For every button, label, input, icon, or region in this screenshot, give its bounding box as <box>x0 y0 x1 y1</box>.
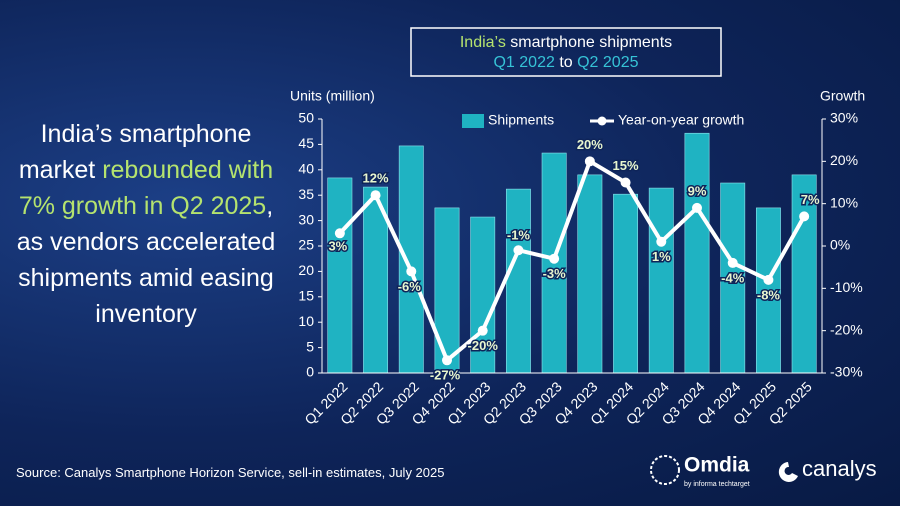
chart-title: Q1 2022 to Q2 2025 <box>493 54 638 71</box>
growth-point <box>656 236 667 247</box>
y2-tick-label: 30% <box>830 110 858 126</box>
source: Source: Canalys Smartphone Horizon Servi… <box>16 465 445 480</box>
data-label: 20% <box>577 137 603 152</box>
logo-text: canalys <box>802 456 877 481</box>
title-part: to <box>555 54 577 71</box>
y-tick-label: 35 <box>298 186 314 202</box>
y-tick-label: 15 <box>298 288 314 304</box>
y2-tick-label: -20% <box>830 321 863 337</box>
y-tick-label: 50 <box>298 110 314 126</box>
data-label: -6% <box>398 279 422 294</box>
headline: India’s smartphone market rebounded with… <box>12 116 280 332</box>
y2-tick-label: -30% <box>830 364 863 380</box>
bar <box>577 174 603 374</box>
data-label: -3% <box>543 266 567 281</box>
growth-point <box>370 190 381 201</box>
bar <box>505 188 531 374</box>
y2-tick-label: 20% <box>830 152 858 168</box>
bar <box>434 207 460 374</box>
y2-tick-label: 10% <box>830 194 858 210</box>
y-tick-label: 10 <box>298 313 314 329</box>
y-tick-label: 20 <box>298 262 314 278</box>
growth-point <box>513 245 524 256</box>
y-tick-label: 0 <box>306 364 314 380</box>
bar <box>720 182 746 374</box>
growth-point <box>763 274 774 285</box>
data-label: -8% <box>757 287 781 302</box>
bar <box>470 216 496 374</box>
title-part: India’s <box>460 34 506 51</box>
growth-point <box>406 266 417 277</box>
growth-point <box>549 253 560 264</box>
headline-part: , as vendors accelerated shipments amid … <box>16 192 276 328</box>
bar <box>398 145 424 374</box>
bar <box>755 207 781 374</box>
growth-point <box>727 257 738 268</box>
bar <box>791 174 817 374</box>
bar <box>327 177 353 374</box>
growth-point <box>584 156 595 167</box>
growth-line <box>338 158 806 364</box>
logo-text: Omdia <box>684 454 750 477</box>
growth-point <box>477 325 488 336</box>
y-axis-title: Units (million) <box>290 88 375 104</box>
y-tick-label: 25 <box>298 237 314 253</box>
data-label: 1% <box>652 249 671 264</box>
y2-tick-label: -10% <box>830 279 863 295</box>
growth-point <box>334 228 345 239</box>
y2-axis-title: Growth <box>820 88 865 104</box>
legend-label: Year-on-year growth <box>618 112 744 128</box>
y2-tick-label: 0% <box>830 237 850 253</box>
bar <box>363 186 389 374</box>
data-label: -27% <box>430 368 461 383</box>
data-label: -1% <box>507 228 531 243</box>
y-tick-label: 5 <box>306 338 314 354</box>
data-label: 12% <box>363 171 389 186</box>
data-label: -4% <box>721 270 745 285</box>
data-label: 3% <box>328 239 347 254</box>
y-tick-label: 40 <box>298 161 314 177</box>
y-tick-label: 30 <box>298 211 314 227</box>
data-label: 15% <box>613 158 639 173</box>
title-box <box>410 27 722 77</box>
bar <box>613 193 639 374</box>
logo-subtext: by informa techtarget <box>684 481 750 488</box>
growth-point <box>442 355 452 366</box>
legend-swatch <box>462 114 484 128</box>
data-label: 7% <box>801 192 820 207</box>
data-label: -20% <box>468 338 499 353</box>
title-part: Q1 2022 <box>493 54 554 71</box>
growth-point <box>692 202 702 213</box>
title-part: Q2 2025 <box>577 54 638 71</box>
chart-title: India’s smartphone shipments <box>460 34 672 51</box>
data-label: 9% <box>688 183 707 198</box>
y-tick-label: 45 <box>298 135 314 151</box>
growth-point <box>799 211 810 222</box>
bar <box>648 187 674 374</box>
headline-part: India’s smartphone market <box>18 120 252 184</box>
headline-part: rebounded with 7% growth in Q2 2025 <box>18 156 274 220</box>
legend-label: Shipments <box>488 112 554 128</box>
title-part: smartphone shipments <box>506 34 672 51</box>
canalys-logo: canalys <box>778 456 877 482</box>
logo-icon <box>650 455 680 485</box>
bar <box>684 132 710 374</box>
legend-marker <box>597 116 607 126</box>
omdia-logo: Omdia by informa techtarget <box>650 454 750 488</box>
growth-point <box>620 177 631 188</box>
logo-icon <box>778 462 798 482</box>
